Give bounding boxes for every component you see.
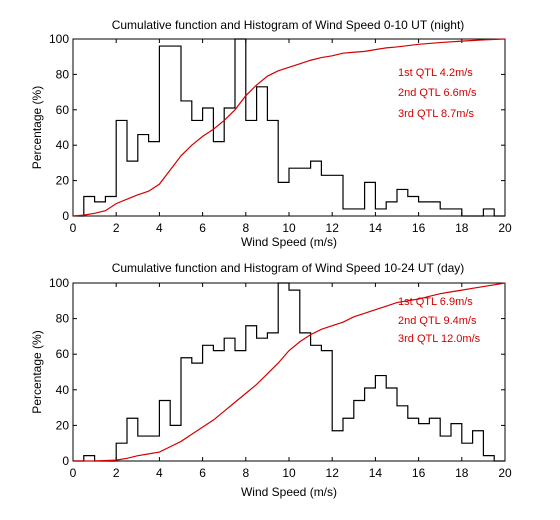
x-tick-label: 0: [70, 221, 77, 235]
y-tick-label: 0: [62, 454, 69, 468]
chart-day: Cumulative function and Histogram of Win…: [30, 261, 512, 499]
x-tick-label: 10: [282, 466, 296, 480]
quartile-2-label: 2nd QTL 9.4m/s: [398, 315, 477, 327]
histogram-series: [73, 282, 505, 462]
y-tick-label: 0: [62, 209, 69, 223]
y-tick-label: 60: [56, 103, 70, 117]
y-tick-label: 100: [49, 276, 69, 290]
chart-marks: [73, 282, 506, 462]
cumulative-series: [72, 38, 506, 217]
quartile-3-label: 3rd QTL 12.0m/s: [398, 333, 481, 345]
x-axis-label: Wind Speed (m/s): [241, 235, 337, 249]
x-tick-label: 6: [199, 466, 206, 480]
plot-area: [72, 38, 506, 217]
x-tick-label: 20: [498, 221, 512, 235]
x-tick-label: 2: [113, 466, 120, 480]
x-tick-label: 12: [326, 466, 340, 480]
y-tick-label: 80: [56, 67, 70, 81]
x-tick-label: 8: [242, 466, 249, 480]
x-tick-label: 20: [498, 466, 512, 480]
quartile-annotations: 1st QTL 4.2m/s 2nd QTL 6.6m/s 3rd QTL 8.…: [398, 67, 477, 120]
chart-title: Cumulative function and Histogram of Win…: [112, 261, 465, 275]
x-tick-label: 8: [242, 221, 249, 235]
y-tick-label: 20: [56, 174, 70, 188]
chart-marks: [72, 38, 506, 217]
quartile-3-label: 3rd QTL 8.7m/s: [398, 108, 475, 120]
x-tick-label: 6: [199, 221, 206, 235]
quartile-1-label: 1st QTL 6.9m/s: [398, 296, 473, 308]
x-tick-label: 12: [326, 221, 340, 235]
axis-ticks: 0 2 4 6 8 10 12 14 16 18 20 0 20 40 60 80 100: [49, 32, 512, 235]
chart-title: Cumulative function and Histogram of Win…: [112, 18, 465, 32]
y-tick-label: 40: [56, 138, 70, 152]
x-tick-label: 14: [369, 466, 383, 480]
histogram-series: [73, 38, 505, 217]
x-tick-label: 18: [455, 221, 469, 235]
x-tick-label: 4: [156, 221, 163, 235]
x-tick-label: 16: [412, 466, 426, 480]
quartile-annotations: 1st QTL 6.9m/s 2nd QTL 9.4m/s 3rd QTL 12…: [398, 296, 481, 345]
x-tick-label: 2: [113, 221, 120, 235]
y-tick-label: 100: [49, 32, 69, 46]
quartile-1-label: 1st QTL 4.2m/s: [398, 67, 473, 79]
y-tick-label: 60: [56, 347, 70, 361]
y-tick-label: 20: [56, 418, 70, 432]
x-axis-label: Wind Speed (m/s): [241, 485, 337, 499]
x-tick-label: 0: [70, 466, 77, 480]
x-tick-label: 14: [369, 221, 383, 235]
x-tick-label: 16: [412, 221, 426, 235]
chart-night: Cumulative function and Histogram of Win…: [30, 18, 512, 249]
x-tick-label: 4: [156, 466, 163, 480]
cumulative-series: [73, 282, 506, 462]
axis-ticks: 0 2 4 6 8 10 12 14 16 18 20 0 20 40 60 80 100: [49, 276, 512, 480]
y-tick-label: 40: [56, 383, 70, 397]
y-axis-label: Percentage (%): [30, 86, 44, 169]
x-tick-label: 18: [455, 466, 469, 480]
quartile-2-label: 2nd QTL 6.6m/s: [398, 87, 477, 99]
x-tick-label: 10: [282, 221, 296, 235]
y-tick-label: 80: [56, 312, 70, 326]
y-axis-label: Percentage (%): [30, 330, 44, 413]
